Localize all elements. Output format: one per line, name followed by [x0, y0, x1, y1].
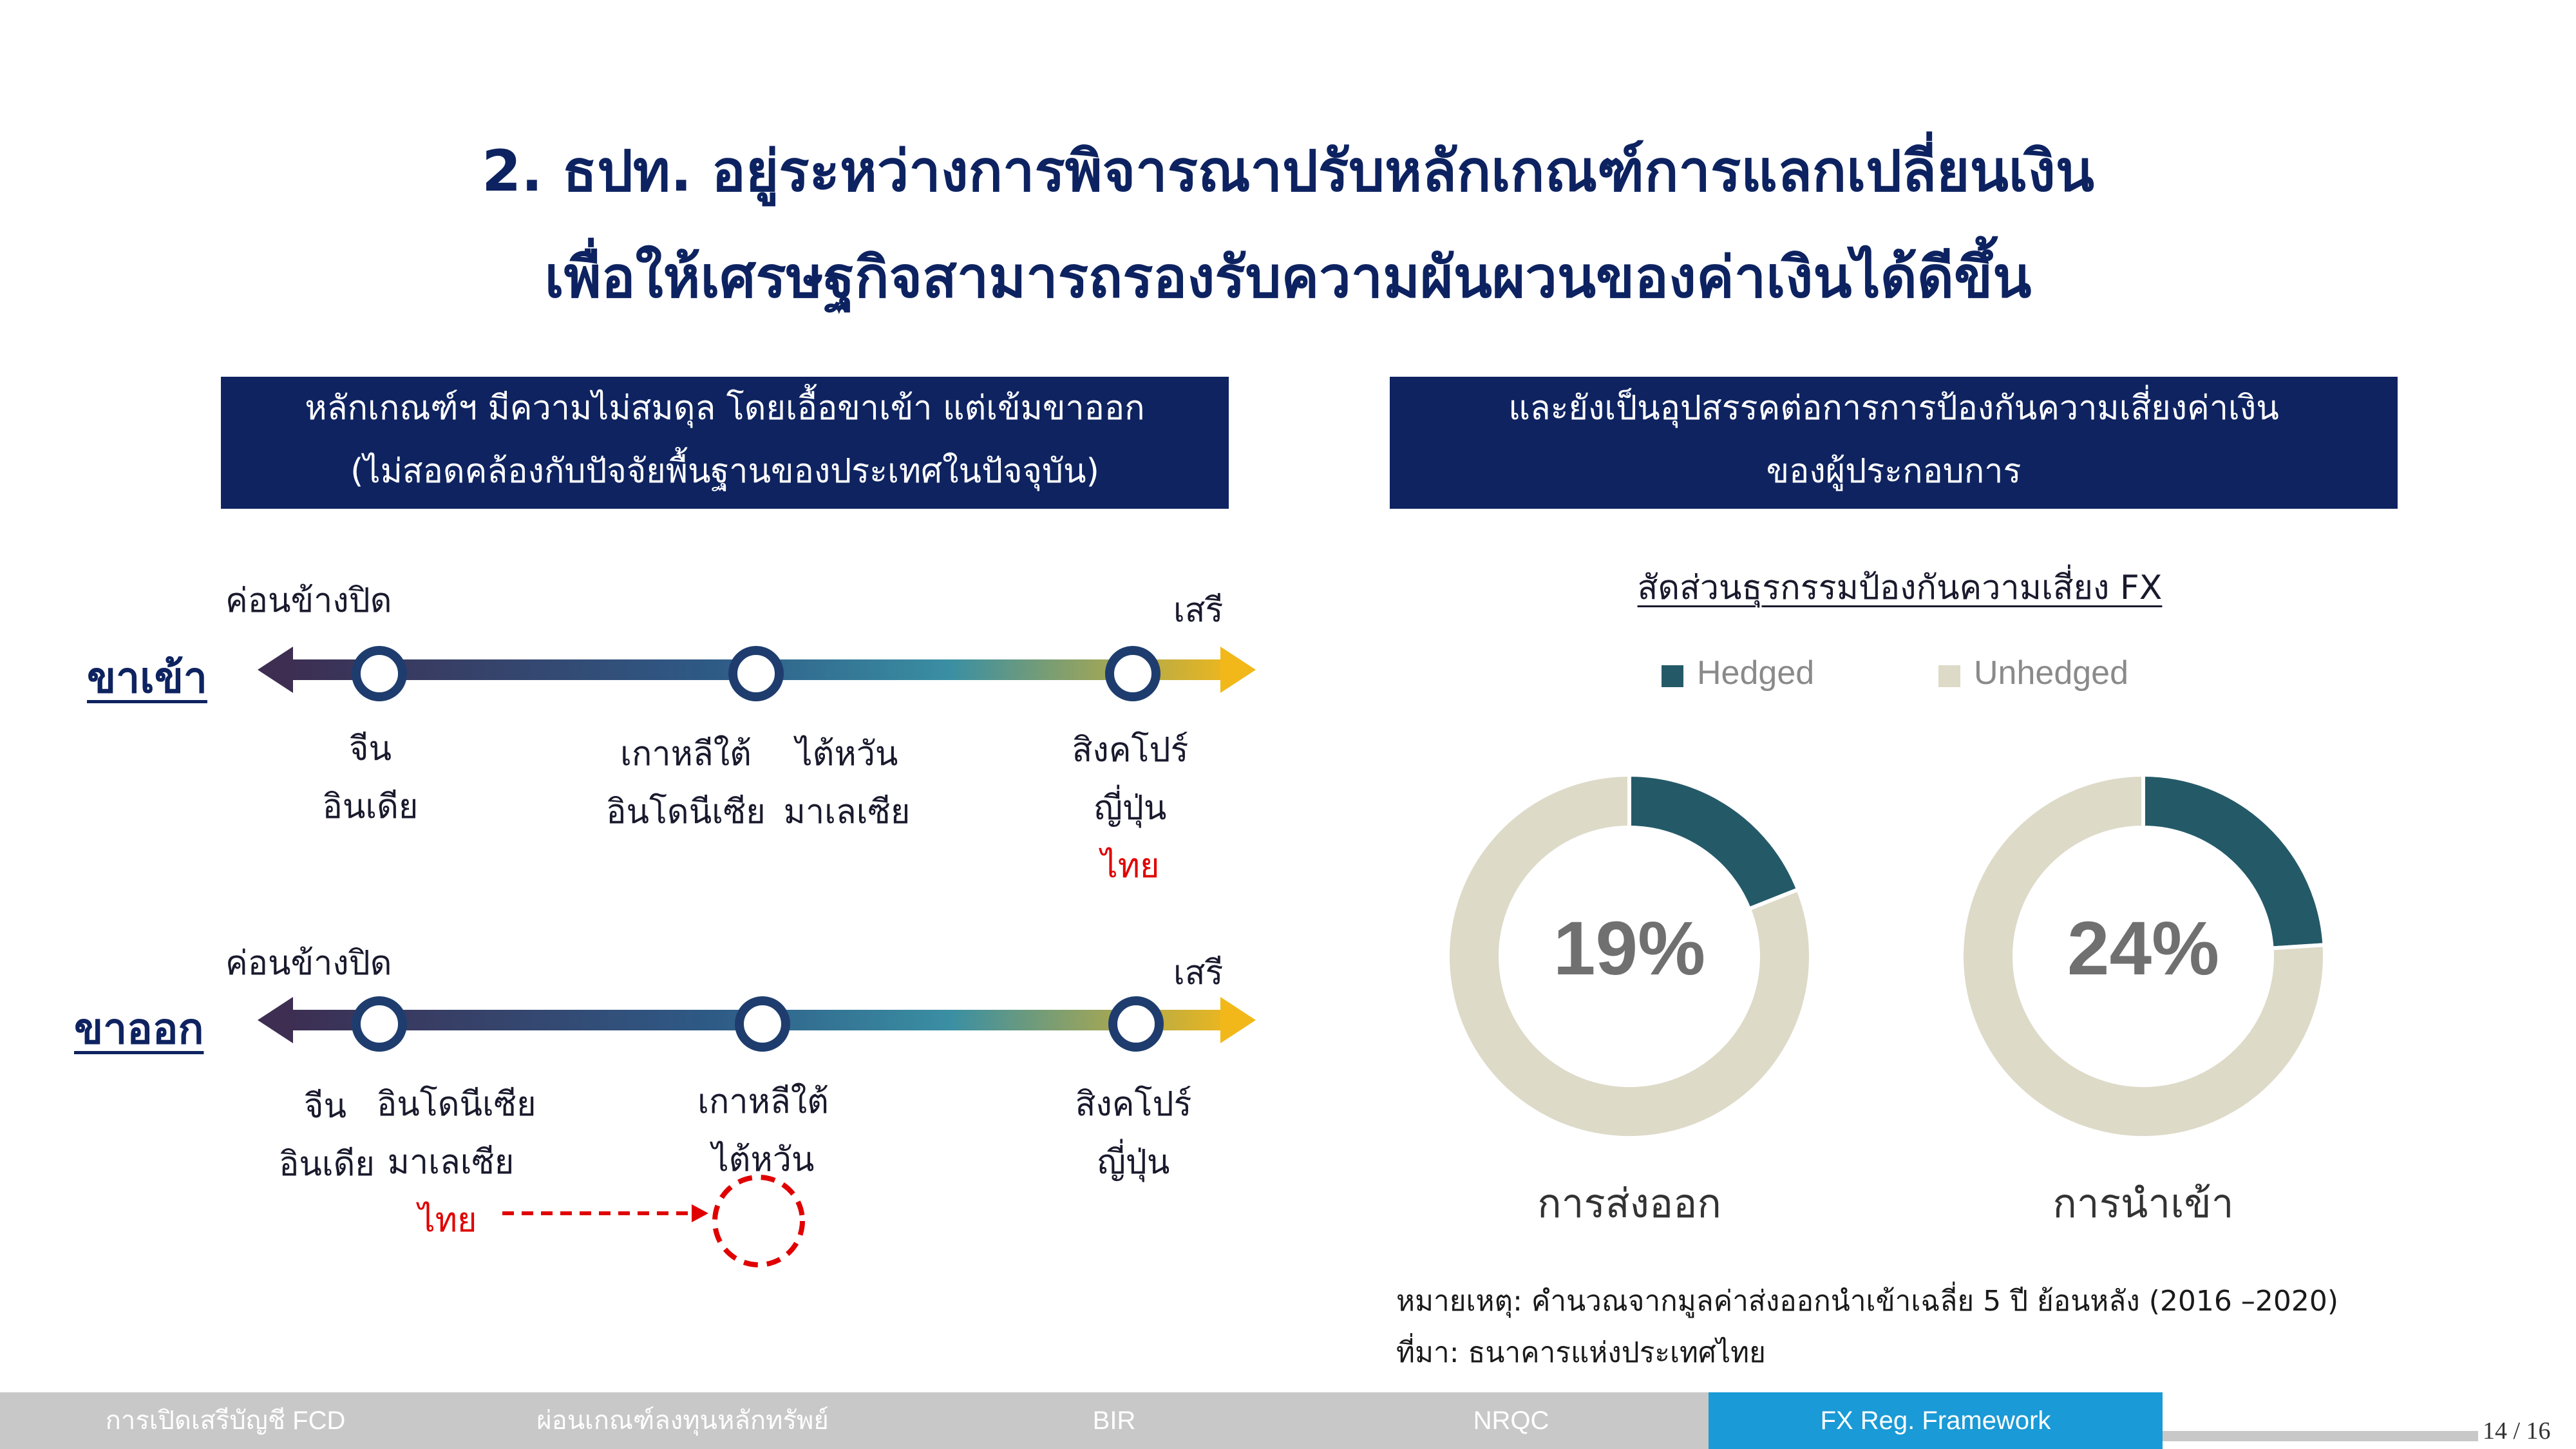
outflow-marker-mid [735, 996, 790, 1052]
donut-import-percent: 24% [2067, 906, 2220, 991]
left-header-box: หลักเกณฑ์ฯ มีความไม่สมดุล โดยเอื้อขาเข้า… [221, 377, 1229, 509]
inflow-closed-label: ค่อนข้างปิด [225, 582, 392, 620]
outflow-left-b-country-2: มาเลเซีย [387, 1143, 515, 1182]
page-number: 14 / 16 [2483, 1417, 2551, 1444]
donut-chart-import [1960, 772, 2327, 1140]
donut-export-percent: 19% [1553, 906, 1706, 991]
inflow-row-label: ขาเข้า [87, 653, 207, 703]
donut-slice-unhedged [1446, 772, 1813, 1140]
inflow-mid-b-country-2: มาเลเซีย [783, 793, 911, 831]
nav-active-background [1709, 1392, 2163, 1449]
legend-hedged-swatch [1662, 665, 1683, 687]
nav-item-nrqc[interactable]: NRQC [1473, 1406, 1549, 1435]
legend-unhedged-label: Unhedged [1974, 654, 2128, 692]
thai-target-circle [712, 1175, 805, 1267]
nav-item-bir[interactable]: BIR [1092, 1406, 1136, 1435]
donut-slice-hedged [1627, 772, 1801, 912]
donut-import-label: การนำเข้า [2052, 1180, 2234, 1227]
left-header-line2: (ไม่สอดคล้องกับปัจจัยพื้นฐานของประเทศในป… [350, 452, 1099, 491]
nav-progress-line [2163, 1431, 2478, 1441]
legend-hedged-label: Hedged [1697, 654, 1815, 692]
left-header-line1: หลักเกณฑ์ฯ มีความไม่สมดุล โดยเอื้อขาเข้า… [305, 389, 1145, 428]
outflow-closed-label: ค่อนข้างปิด [225, 944, 392, 983]
inflow-mid-a-country-1: เกาหลีใต้ [620, 735, 752, 773]
inflow-left-arrowhead [258, 647, 293, 693]
donut-export-label: การส่งออก [1537, 1180, 1721, 1227]
inflow-right-arrowhead [1220, 647, 1256, 693]
note-text: หมายเหตุ: คำนวณจากมูลค่าส่งออกนำเข้าเฉลี… [1396, 1285, 2338, 1318]
nav-item-securities[interactable]: ผ่อนเกณฑ์ลงทุนหลักทรัพย์ [536, 1406, 829, 1435]
outflow-thailand-label: ไทย [418, 1201, 477, 1240]
nav-item-fcd[interactable]: การเปิดเสรีบัญชี FCD [105, 1406, 346, 1435]
right-header-line1: และยังเป็นอุปสรรคต่อการการป้องกันความเสี… [1508, 389, 2279, 428]
inflow-left-country-1: จีน [348, 730, 392, 768]
inflow-right-country-2: ญี่ปุ่น [1094, 789, 1167, 828]
chart-title: สัดส่วนธุรกรรมป้องกันความเสี่ยง FX [1637, 569, 2163, 607]
outflow-right-country-2: ญี่ปุ่น [1097, 1143, 1170, 1182]
slide-title-line1: 2. ธปท. อยู่ระหว่างการพิจารณาปรับหลักเกณ… [482, 138, 2094, 204]
outflow-row-label: ขาออก [74, 1004, 204, 1054]
right-header-box: และยังเป็นอุปสรรคต่อการการป้องกันความเสี… [1390, 377, 2398, 509]
source-text: ที่มา: ธนาคารแห่งประเทศไทย [1396, 1336, 1766, 1369]
outflow-right-arrowhead [1220, 997, 1256, 1043]
nav-item-fx-framework[interactable]: FX Reg. Framework [1820, 1406, 2051, 1435]
inflow-free-label: เสรี [1173, 591, 1224, 630]
donut-slice-hedged [2141, 772, 2327, 951]
outflow-free-label: เสรี [1173, 954, 1224, 992]
outflow-left-a-country-1: จีน [303, 1087, 346, 1126]
donut-chart-export [1446, 772, 1813, 1140]
thai-arrowhead [692, 1204, 708, 1222]
inflow-marker-right [1105, 646, 1160, 701]
slide-title-line2: เพื่อให้เศรษฐกิจสามารถรองรับความผันผวนขอ… [544, 244, 2032, 310]
inflow-thailand-label: ไทย [1101, 847, 1160, 886]
inflow-left-country-2: อินเดีย [322, 788, 419, 826]
outflow-left-arrowhead [258, 997, 293, 1043]
outflow-marker-left [352, 996, 407, 1052]
donut-slice-unhedged [1960, 772, 2327, 1140]
outflow-right-country-1: สิงคโปร์ [1075, 1085, 1192, 1124]
outflow-left-a-country-2: อินเดีย [279, 1145, 375, 1184]
outflow-mid-country-2: ไต้หวัน [712, 1141, 815, 1179]
inflow-mid-a-country-2: อินโดนีเซีย [606, 793, 766, 831]
right-header-line2: ของผู้ประกอบการ [1766, 452, 2022, 491]
legend-unhedged-swatch [1938, 665, 1960, 687]
outflow-marker-right [1108, 996, 1164, 1052]
inflow-marker-mid [728, 646, 784, 701]
outflow-left-b-country-1: อินโดนีเซีย [377, 1085, 536, 1124]
inflow-mid-b-country-1: ไต้หวัน [795, 735, 898, 773]
outflow-mid-country-1: เกาหลีใต้ [697, 1083, 829, 1121]
inflow-marker-left [352, 646, 407, 701]
inflow-right-country-1: สิงคโปร์ [1072, 731, 1189, 770]
